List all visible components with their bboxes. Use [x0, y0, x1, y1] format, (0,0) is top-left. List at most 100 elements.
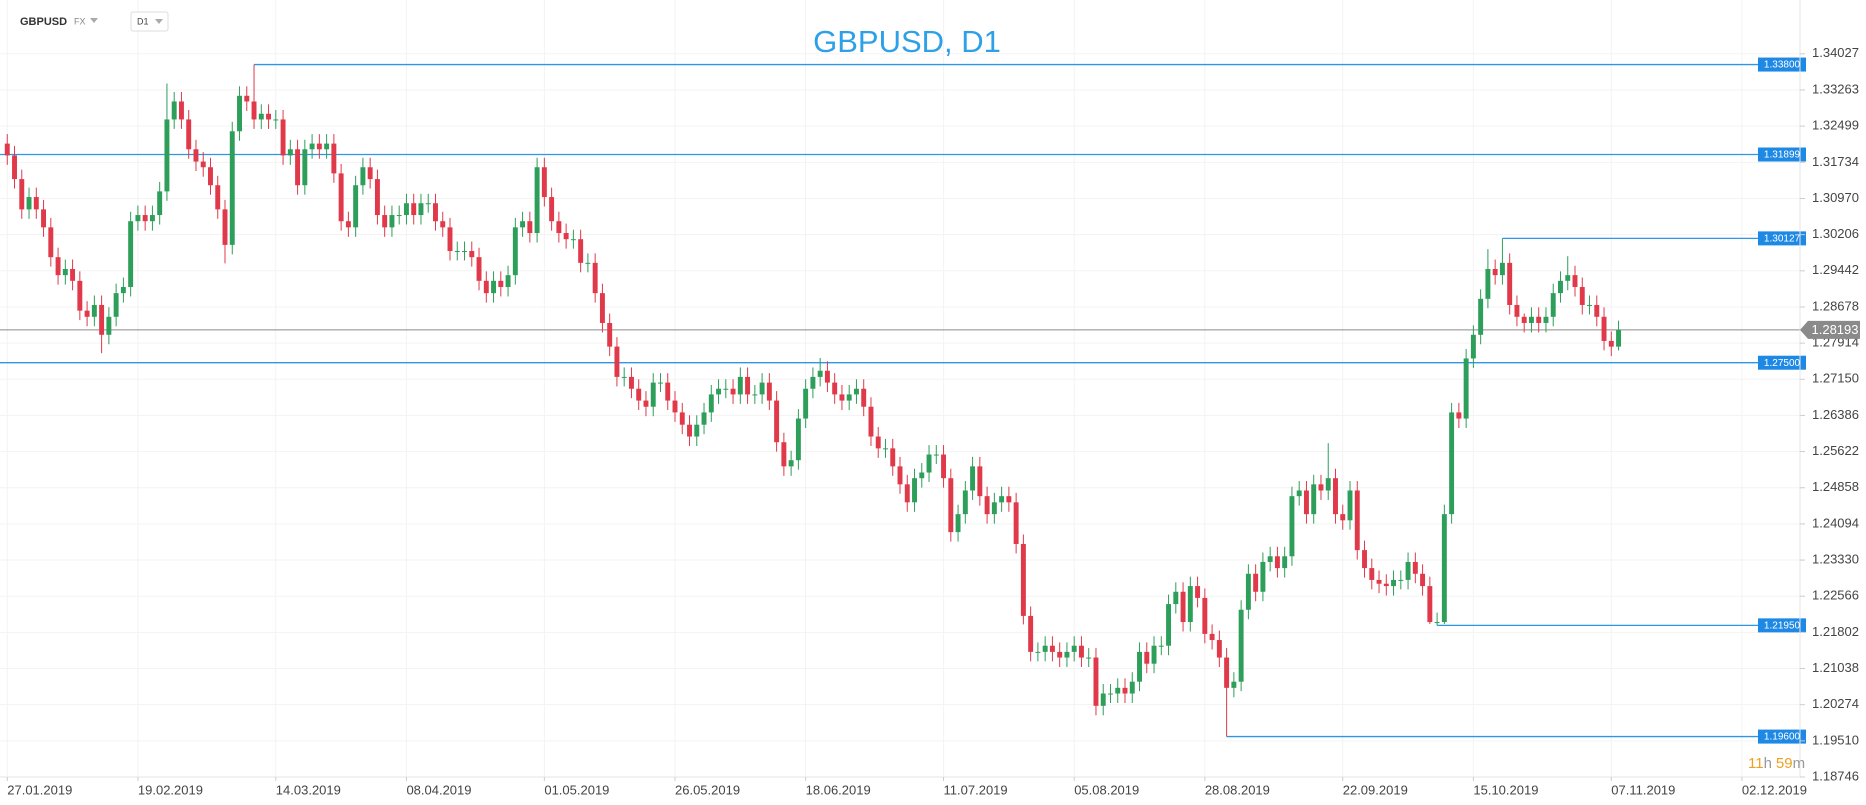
timeframe-box[interactable] [130, 11, 169, 32]
candle-body [541, 167, 547, 198]
candle-body [1144, 651, 1150, 664]
candle-body [1572, 275, 1578, 287]
candle-body [1028, 615, 1034, 652]
candle-body [498, 280, 504, 287]
y-tick-label: 1.18746 [1812, 768, 1859, 783]
candle-body [1456, 412, 1462, 419]
candle-body [1296, 490, 1302, 497]
candle-body [1608, 340, 1614, 347]
candle-body [128, 221, 134, 287]
candle-body [1354, 490, 1360, 551]
level-label-box [1758, 147, 1806, 162]
candle-body [280, 119, 286, 156]
candle-body [1369, 568, 1375, 580]
candle-body [389, 215, 395, 228]
candle-body [55, 257, 61, 276]
x-tick-label: 11.07.2019 [944, 782, 1008, 797]
candle-body [1100, 693, 1106, 706]
candle-body [1093, 657, 1099, 706]
candle-body [135, 215, 141, 222]
candle-body [244, 95, 250, 102]
candle-body [287, 149, 293, 156]
candle-body [1536, 316, 1542, 323]
candle-body [1449, 412, 1455, 515]
candle-body [868, 406, 874, 437]
candle-body [1325, 478, 1331, 491]
x-tick-label: 07.11.2019 [1611, 782, 1675, 797]
candle-body [1340, 514, 1346, 521]
candle-body [1180, 591, 1186, 623]
candle-body [33, 197, 39, 210]
candle-body [999, 496, 1005, 503]
candle-body [1485, 269, 1491, 299]
candle-body [803, 388, 809, 419]
candle-body [861, 388, 867, 407]
candle-body [1245, 573, 1251, 610]
y-tick-label: 1.34027 [1812, 45, 1859, 60]
candle-body [149, 215, 155, 222]
chart-title: GBPUSD, D1 [813, 24, 1001, 59]
candle-body [1108, 693, 1113, 695]
candle-body [897, 466, 903, 485]
candle-body [382, 215, 388, 228]
candle-body [1492, 269, 1498, 276]
candle-body [534, 167, 540, 234]
x-tick-label: 19.02.2019 [138, 782, 203, 797]
level-label-box [1758, 231, 1806, 246]
candle-body [621, 376, 627, 378]
candle-body [1238, 609, 1244, 682]
candle-body [309, 143, 315, 150]
candle-body [19, 179, 25, 210]
level-label-box [1758, 729, 1806, 744]
candle-body [1391, 579, 1397, 587]
candle-body [1507, 262, 1513, 305]
y-tick-label: 1.33263 [1812, 81, 1859, 96]
candle-body [1528, 316, 1534, 323]
candle-body [716, 388, 722, 395]
y-tick-label: 1.30206 [1812, 226, 1859, 241]
candle-body [12, 155, 17, 180]
candle-body [984, 496, 990, 515]
level-label: 1.30127 [1764, 234, 1801, 245]
candle-body [273, 119, 279, 121]
candle-body [411, 203, 417, 216]
candle-body [1470, 334, 1476, 359]
candle-body [970, 466, 976, 491]
candle-body [440, 221, 446, 228]
candle-body [1071, 645, 1077, 652]
candle-body [1267, 556, 1273, 562]
candle-body [846, 394, 852, 401]
candle-body [1049, 645, 1055, 652]
timeframe[interactable]: D1 [137, 16, 149, 26]
level-label: 1.19600 [1764, 732, 1801, 743]
candle-body [839, 394, 845, 401]
candle-body [766, 382, 772, 401]
timeframe-dropdown[interactable] [155, 19, 163, 24]
candle-body [106, 316, 112, 335]
level-label: 1.21950 [1764, 621, 1801, 632]
candle-body [1202, 597, 1208, 634]
candle-body [759, 382, 765, 395]
candle-body [48, 227, 54, 258]
market-dropdown[interactable] [90, 18, 98, 23]
candle-body [774, 400, 780, 443]
candle-body [186, 119, 192, 150]
candle-body [324, 143, 330, 150]
candle-body [396, 215, 402, 217]
timer-h: h [1764, 755, 1772, 772]
candle-body [367, 167, 373, 180]
y-tick-label: 1.24858 [1812, 479, 1859, 494]
x-tick-label: 22.09.2019 [1343, 782, 1408, 797]
candle-body [795, 418, 801, 461]
candle-body [1115, 687, 1121, 694]
candle-body [1441, 514, 1447, 623]
candle-body [91, 304, 97, 317]
candle-body [1521, 316, 1527, 323]
market[interactable]: FX [74, 16, 86, 26]
candle-body [1006, 496, 1012, 503]
symbol[interactable]: GBPUSD [20, 16, 67, 28]
candle-body [817, 370, 823, 377]
candle-body [1478, 298, 1484, 335]
